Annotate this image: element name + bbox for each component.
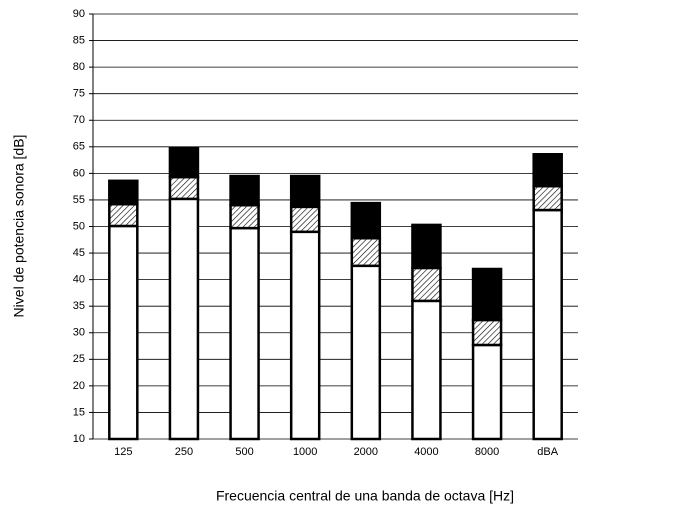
bar-segment [411,299,442,441]
y-tick-label: 40 [73,274,85,286]
bar-segment [411,223,442,270]
bar-segment [229,174,260,207]
x-axis-title: Frecuencia central de una banda de octav… [216,488,514,504]
bar-segment [532,208,563,441]
y-tick-label: 55 [73,194,85,206]
y-tick-label: 85 [73,34,85,46]
y-tick-label: 20 [73,380,85,392]
bar-segment [108,179,139,206]
bar-segment [532,153,563,188]
bar-segment [289,174,321,209]
bar-segment [471,267,503,322]
bar-segment [289,205,321,234]
x-tick-label: 125 [114,446,132,458]
y-tick-label: 45 [73,247,85,259]
bar-segment [532,184,563,212]
bar-segment [350,201,382,240]
y-tick-label: 80 [73,61,85,73]
bar-segment [471,318,503,347]
bar-segment [168,146,200,179]
x-tick-label: 500 [235,446,253,458]
bar-segment [108,202,139,228]
x-tick-label: 1000 [293,446,317,458]
y-tick-label: 15 [73,406,85,418]
bar-segment [471,343,503,441]
x-tick-label: 250 [175,446,193,458]
y-tick-label: 50 [73,220,85,232]
y-tick-label: 70 [73,114,85,126]
bar-segment [168,175,200,201]
y-tick-label: 35 [73,300,85,312]
y-axis-title: Nivel de potencia sonora [dB] [11,135,27,318]
y-tick-label: 65 [73,141,85,153]
x-tick-label: dBA [537,446,558,458]
bar-segment [350,236,382,268]
x-tick-label: 8000 [475,446,499,458]
bar-segment [108,224,139,441]
y-tick-label: 75 [73,88,85,100]
bar-segment [229,204,260,230]
bar-segment [289,230,321,441]
bar-segment [229,226,260,441]
y-tick-label: 90 [73,8,85,20]
x-tick-label: 2000 [354,446,378,458]
y-tick-label: 30 [73,327,85,339]
bar-segment [411,266,442,303]
x-tick-label: 4000 [414,446,438,458]
y-tick-label: 60 [73,167,85,179]
bar-segment [350,264,382,441]
y-tick-label: 25 [73,353,85,365]
bar-segment [168,197,200,441]
y-tick-label: 10 [73,433,85,445]
